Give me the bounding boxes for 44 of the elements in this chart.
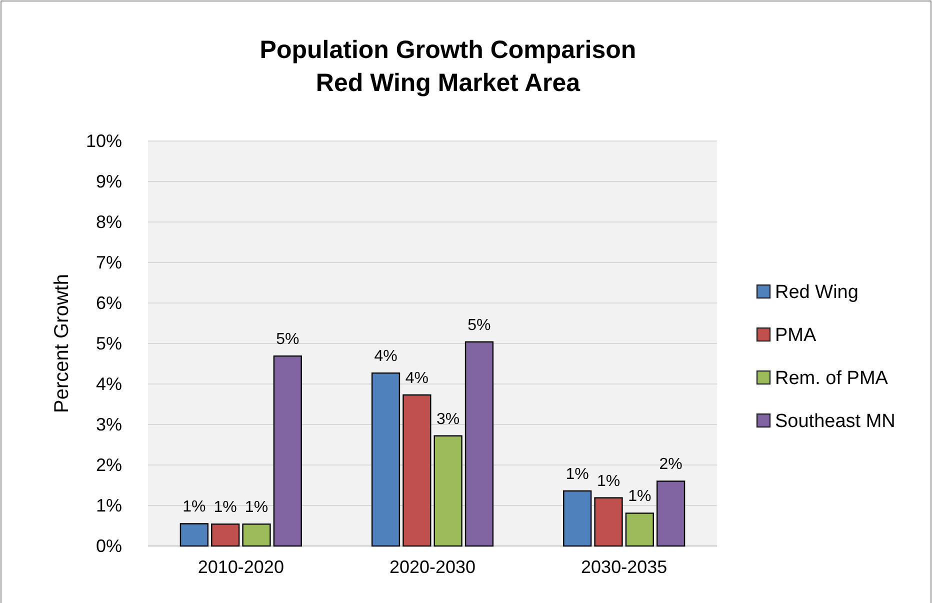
y-tick-label: 9% — [96, 171, 122, 192]
chart-title: Population Growth Comparison Red Wing Market Area — [260, 36, 636, 97]
data-label: 2% — [659, 456, 682, 474]
data-label: 1% — [566, 466, 589, 483]
y-tick-label: 4% — [96, 374, 122, 394]
x-tick-label: 2020-2030 — [389, 556, 476, 577]
y-tick-label: 8% — [96, 212, 122, 232]
y-tick-label: 5% — [96, 333, 122, 354]
data-label: 4% — [405, 370, 428, 387]
bar — [656, 480, 686, 547]
bar — [402, 394, 432, 547]
bar — [211, 524, 240, 547]
data-label: 1% — [596, 472, 620, 490]
data-label: 5% — [468, 316, 491, 334]
legend-label: Rem. of PMA — [775, 368, 888, 389]
legend-label: PMA — [775, 325, 816, 346]
y-tick-label: 6% — [96, 292, 122, 313]
bar — [594, 497, 623, 547]
bar — [371, 372, 400, 547]
bar — [464, 341, 494, 547]
data-label: 3% — [436, 410, 460, 428]
legend-label: Southeast MN — [775, 411, 896, 432]
bar — [242, 524, 271, 547]
bar — [273, 355, 302, 547]
y-tick-label: 0% — [96, 536, 122, 556]
data-label: 1% — [214, 499, 237, 516]
y-tick-label: 1% — [96, 495, 122, 516]
x-tick-label: 2030-2035 — [581, 556, 668, 577]
y-axis-title: Percent Growth — [51, 274, 73, 413]
y-tick-label: 10% — [86, 130, 122, 151]
data-label: 1% — [244, 499, 268, 516]
y-tick-label: 2% — [96, 454, 122, 475]
y-tick-label: 7% — [96, 252, 122, 272]
bar — [434, 435, 462, 547]
bar — [625, 512, 654, 547]
bar — [180, 523, 208, 547]
data-label: 5% — [276, 331, 300, 348]
data-label: 1% — [628, 488, 652, 506]
legend-label: Red Wing — [775, 282, 858, 303]
bar — [563, 490, 592, 547]
data-label: 4% — [374, 348, 398, 366]
x-tick-label: 2010-2020 — [198, 556, 284, 577]
data-label: 1% — [182, 498, 206, 516]
y-tick-label: 3% — [96, 414, 122, 434]
